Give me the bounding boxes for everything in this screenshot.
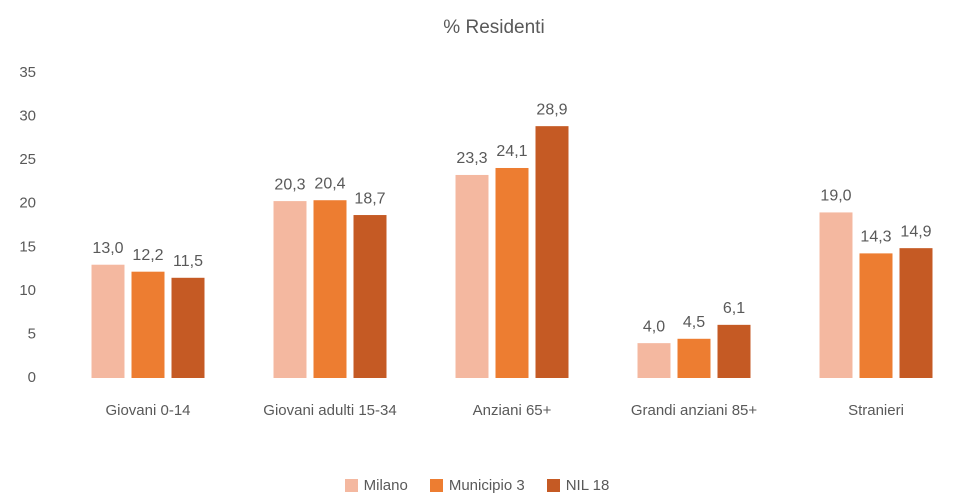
y-tick-label: 30	[19, 108, 36, 125]
chart: % Residenti 0 5 10 15 20 25 30 35 13,0 12,2 11,5 20…	[19, 17, 933, 386]
bar	[677, 338, 711, 378]
legend-label: Milano	[363, 477, 408, 494]
data-label: 12,2	[132, 247, 163, 264]
y-tick-label: 15	[19, 238, 36, 255]
bar	[819, 212, 853, 378]
legend-swatch	[429, 479, 443, 492]
legend: Milano Municipio 3 NIL 18	[0, 477, 954, 494]
data-label: 24,1	[496, 143, 527, 160]
y-tick-label: 0	[28, 369, 36, 386]
y-tick-label: 35	[19, 64, 36, 81]
bar	[171, 277, 205, 378]
legend-swatch	[546, 479, 560, 492]
y-tick-label: 10	[19, 282, 36, 299]
data-label: 20,4	[314, 175, 345, 192]
bar	[91, 264, 125, 378]
data-label: 14,9	[900, 223, 931, 240]
data-label: 20,3	[274, 176, 305, 193]
bar	[131, 271, 165, 378]
chart-title: % Residenti	[443, 17, 544, 38]
data-label: 18,7	[354, 190, 385, 207]
bar	[495, 167, 529, 378]
legend-item: NIL 18	[546, 477, 610, 494]
data-label: 4,5	[683, 314, 705, 331]
y-tick-label: 25	[19, 151, 36, 168]
y-tick-label: 5	[28, 325, 36, 342]
data-label: 19,0	[820, 188, 851, 205]
bar	[535, 126, 569, 379]
legend-swatch	[344, 479, 358, 492]
bar	[717, 324, 751, 378]
data-label: 11,5	[173, 253, 203, 270]
legend-item: Milano	[344, 477, 408, 494]
y-tick-label: 20	[19, 195, 36, 212]
bar	[313, 200, 347, 378]
data-label: 4,0	[643, 318, 665, 335]
x-tick-label: Anziani 65+	[472, 402, 552, 419]
x-tick-label: Giovani adulti 15-34	[263, 402, 397, 419]
bar	[273, 201, 307, 378]
bar	[899, 248, 933, 378]
legend-label: NIL 18	[565, 477, 610, 494]
bar	[353, 215, 387, 378]
bar	[859, 253, 893, 378]
data-label: 13,0	[92, 240, 123, 257]
x-tick-label: Giovani 0-14	[105, 402, 191, 419]
data-label: 14,3	[860, 229, 891, 246]
x-tick-label: Stranieri	[848, 402, 904, 419]
legend-label: Municipio 3	[448, 477, 525, 494]
x-tick-label: Grandi anziani 85+	[630, 402, 758, 419]
data-label: 6,1	[723, 300, 745, 317]
legend-item: Municipio 3	[429, 477, 525, 494]
data-label: 23,3	[456, 150, 487, 167]
bar	[455, 174, 489, 378]
bar	[637, 343, 671, 378]
data-label: 28,9	[536, 101, 567, 118]
